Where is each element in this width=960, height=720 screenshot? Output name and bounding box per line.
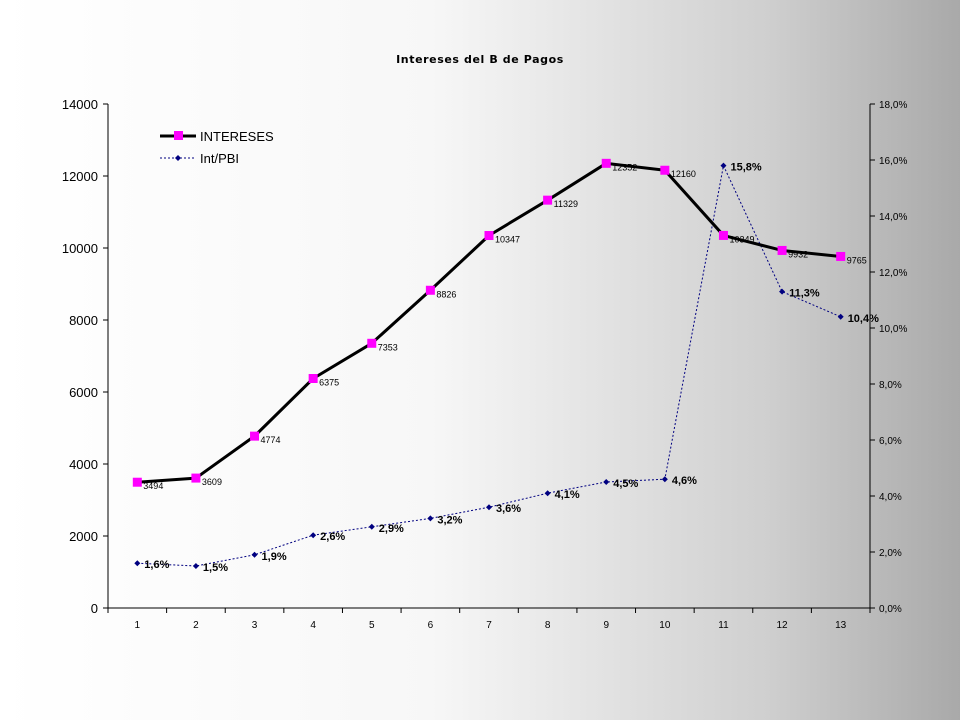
data-label-int-pbi: 1,5% [203,562,228,574]
marker-intereses [308,374,318,383]
data-label-int-pbi: 2,6% [320,531,345,543]
chart-title: Intereses del B de Pagos [396,53,564,66]
axes: 0 2000 4000 6000 8000 10000 12000 14000 0,0% 2,0%… [62,97,908,631]
marker-int-pbi [779,288,786,295]
y-right-tick-label: 16,0% [879,156,907,167]
data-label-intereses: 6375 [319,378,339,388]
markers [132,158,846,569]
data-label-intereses: 12160 [671,169,696,179]
data-label-int-pbi: 3,6% [496,503,521,515]
marker-int-pbi [544,490,551,497]
x-tick-label: 8 [545,620,551,631]
x-tick-label: 7 [486,620,492,631]
marker-int-pbi [251,551,258,558]
data-label-intereses: 4774 [261,435,281,445]
marker-int-pbi [837,313,844,320]
x-tick-label: 6 [428,620,434,631]
x-tick-label: 13 [835,620,847,631]
y-left-tick-label: 0 [91,601,98,616]
x-tick-label: 3 [252,620,258,631]
y-right-tick-label: 0,0% [879,604,902,615]
y-right-tick-label: 14,0% [879,212,907,223]
y-right-tick-label: 12,0% [879,268,907,279]
data-label-intereses: 10349 [729,234,754,244]
x-tick-label: 5 [369,620,375,631]
y-left-tick-label: 12000 [62,169,98,184]
marker-intereses [132,477,142,487]
legend-label-int-pbi: Int/PBI [200,151,239,166]
marker-int-pbi [134,560,141,567]
marker-int-pbi [720,162,727,169]
marker-intereses [777,245,787,255]
y-right-tick-label: 6,0% [879,436,902,447]
y-left-tick-label: 4000 [69,457,98,472]
data-label-int-pbi: 4,5% [613,478,638,490]
data-label-intereses: 7353 [378,342,398,352]
data-label-intereses: 8826 [436,289,456,299]
data-label-intereses: 9932 [788,249,808,259]
marker-int-pbi [368,523,375,530]
marker-intereses [250,431,260,441]
data-label-int-pbi: 1,9% [262,551,287,563]
marker-intereses [484,231,494,241]
y-left-tick-label: 2000 [69,529,98,544]
marker-int-pbi [661,476,668,483]
y-right-tick-label: 8,0% [879,380,902,391]
data-label-intereses: 10347 [495,235,520,245]
marker-int-pbi [310,532,317,539]
y-left-tick-label: 10000 [62,241,98,256]
data-label-intereses: 12352 [612,162,637,172]
x-tick-label: 11 [718,620,729,631]
x-tick-label: 4 [310,620,316,631]
marker-intereses [543,195,553,205]
y-left-tick-label: 8000 [69,313,98,328]
x-tick-label: 9 [603,620,609,631]
marker-int-pbi [192,563,199,569]
marker-int-pbi [427,515,434,522]
marker-intereses [836,251,846,261]
marker-intereses [367,338,377,348]
x-tick-label: 1 [135,620,141,631]
y-right-tick-label: 4,0% [879,492,902,503]
data-label-int-pbi: 11,3% [789,288,820,300]
x-tick-label: 10 [659,620,671,631]
legend-label-intereses: INTERESES [200,129,274,144]
data-label-int-pbi: 4,1% [555,489,580,501]
legend: INTERESES Int/PBI [160,129,274,166]
marker-intereses [601,158,611,168]
data-label-intereses: 9765 [847,255,867,265]
marker-int-pbi [486,504,492,511]
data-label-int-pbi: 10,4% [848,313,879,325]
data-label-int-pbi: 15,8% [730,162,761,174]
y-right-tick-label: 18,0% [879,100,907,111]
data-labels: 1,6% 1,5% 1,9% 2,6% 2,9% 3,2% 3,6% 4,1% 4,5% 4,6%… [143,162,879,574]
marker-intereses [660,165,670,175]
legend-marker-int-pbi [175,155,181,161]
y-left-tick-label: 14000 [62,97,98,112]
marker-intereses [425,285,435,295]
marker-intereses [191,473,201,483]
data-label-int-pbi: 2,9% [379,523,404,535]
data-label-intereses: 3609 [202,477,222,487]
marker-int-pbi [603,479,610,485]
legend-marker-intereses [174,131,183,140]
y-right-tick-label: 10,0% [879,324,907,335]
data-label-int-pbi: 3,2% [437,514,462,526]
data-label-int-pbi: 4,6% [672,475,697,487]
marker-intereses [718,230,728,240]
y-right-tick-label: 2,0% [879,548,902,559]
data-label-intereses: 11329 [554,199,578,209]
x-tick-label: 2 [193,620,199,631]
series-line-intereses [137,161,841,484]
y-left-tick-label: 6000 [69,385,98,400]
data-label-int-pbi: 1,6% [144,559,169,571]
x-tick-label: 12 [777,620,789,631]
data-label-intereses: 3494 [143,481,163,491]
